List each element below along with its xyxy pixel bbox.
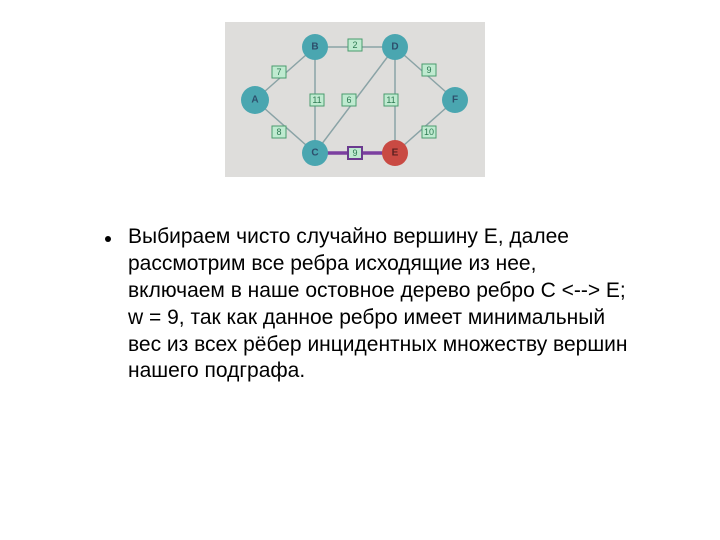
edge-weight-B-D: 2: [348, 39, 362, 51]
bullet-marker: [105, 236, 111, 242]
graph-diagram: 7 8 2 11 6 11 9 10 9 A B C D E F: [225, 22, 485, 177]
edge-weight-C-D: 6: [342, 94, 356, 106]
svg-text:8: 8: [276, 127, 281, 137]
svg-text:10: 10: [424, 127, 434, 137]
svg-text:11: 11: [386, 95, 395, 105]
svg-text:11: 11: [312, 95, 321, 105]
slide: { "layout": { "graph_box": { "x": 225, "…: [0, 0, 720, 540]
svg-text:9: 9: [426, 65, 431, 75]
bullet-text: Выбираем чисто случайно вершину E, далее…: [128, 224, 628, 385]
edge-weight-E-F: 10: [422, 126, 436, 138]
node-label-D: D: [391, 42, 398, 53]
edge-weight-A-C: 8: [272, 126, 286, 138]
node-label-F: F: [452, 95, 458, 106]
edge-weight-A-B: 7: [272, 66, 286, 78]
svg-text:6: 6: [346, 95, 351, 105]
edge-weight-C-E: 9: [348, 147, 362, 159]
node-label-C: C: [311, 148, 318, 159]
node-label-E: E: [392, 148, 399, 159]
edge-weight-D-F: 9: [422, 64, 436, 76]
edge-weight-B-C: 11: [310, 94, 324, 106]
svg-text:7: 7: [276, 67, 281, 77]
node-label-A: A: [251, 95, 258, 106]
node-label-B: B: [311, 42, 318, 53]
edge-weight-D-E: 11: [384, 94, 398, 106]
svg-text:9: 9: [352, 148, 357, 158]
svg-text:2: 2: [352, 40, 357, 50]
